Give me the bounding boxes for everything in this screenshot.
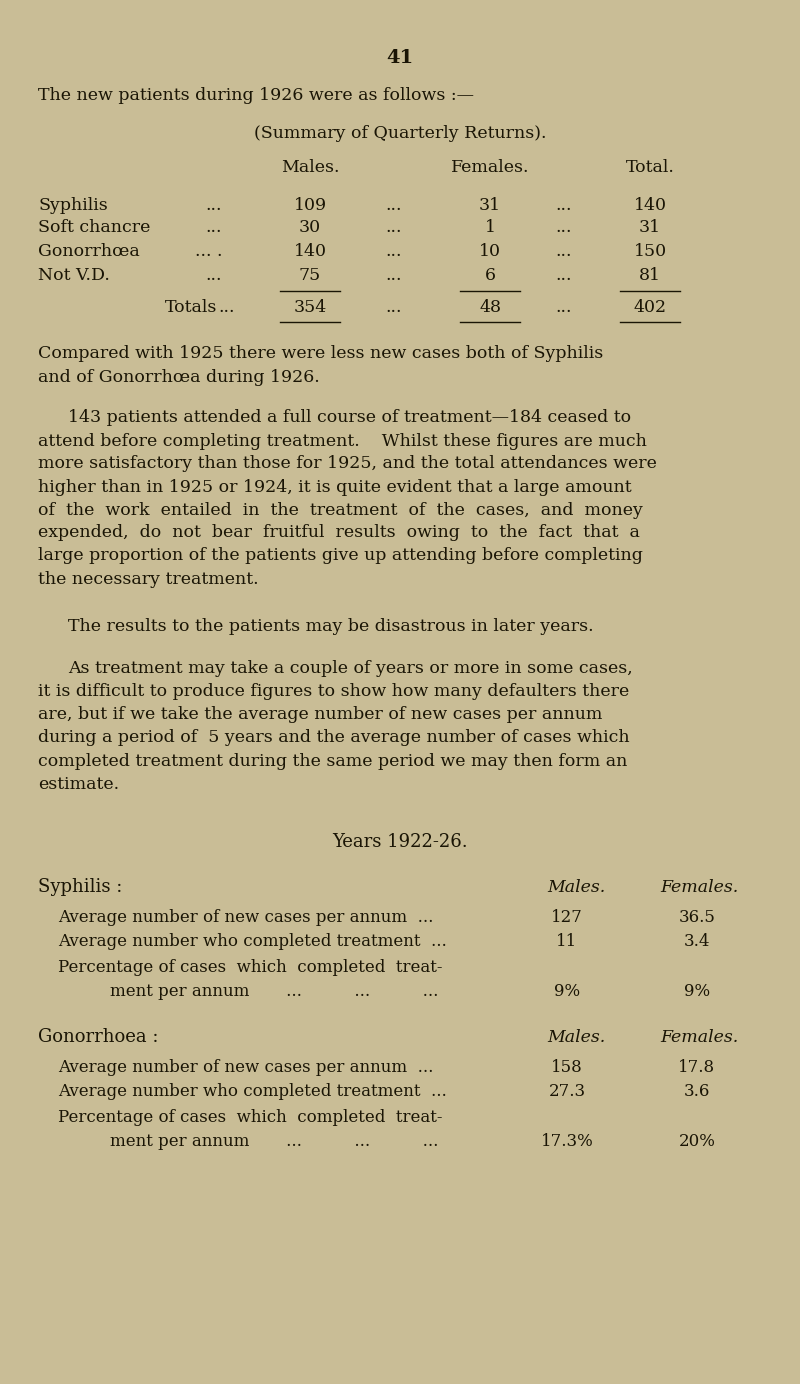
Text: 143 patients attended a full course of treatment—184 ceased to: 143 patients attended a full course of t… [68,410,631,426]
Text: ...: ... [205,197,222,213]
Text: 3.6: 3.6 [684,1084,710,1100]
Text: 17.8: 17.8 [678,1059,715,1075]
Text: 150: 150 [634,244,666,260]
Text: Gonorrhœa: Gonorrhœa [38,244,140,260]
Text: Males.: Males. [547,879,606,895]
Text: ...: ... [555,197,571,213]
Text: Years 1922-26.: Years 1922-26. [332,833,468,851]
Text: Average number of new cases per annum  ...: Average number of new cases per annum ..… [58,1059,434,1075]
Text: 30: 30 [299,220,321,237]
Text: of  the  work  entailed  in  the  treatment  of  the  cases,  and  money: of the work entailed in the treatment of… [38,501,643,519]
Text: ...: ... [385,244,402,260]
Text: ...: ... [555,220,571,237]
Text: Totals: Totals [165,299,218,317]
Text: 3.4: 3.4 [684,933,710,951]
Text: Average number who completed treatment  ...: Average number who completed treatment .… [58,1084,446,1100]
Text: Males.: Males. [547,1028,606,1045]
Text: 31: 31 [479,197,501,213]
Text: 11: 11 [556,933,578,951]
Text: estimate.: estimate. [38,775,119,793]
Text: 27.3: 27.3 [549,1084,586,1100]
Text: Average number of new cases per annum  ...: Average number of new cases per annum ..… [58,908,434,926]
Text: (Summary of Quarterly Returns).: (Summary of Quarterly Returns). [254,125,546,141]
Text: 75: 75 [299,267,321,284]
Text: large proportion of the patients give up attending before completing: large proportion of the patients give up… [38,548,643,565]
Text: 20%: 20% [678,1133,715,1150]
Text: ...: ... [205,267,222,284]
Text: are, but if we take the average number of new cases per annum: are, but if we take the average number o… [38,706,602,724]
Text: ...: ... [385,267,402,284]
Text: The results to the patients may be disastrous in later years.: The results to the patients may be disas… [68,619,594,635]
Text: and of Gonorrhœa during 1926.: and of Gonorrhœa during 1926. [38,368,320,386]
Text: ...: ... [555,267,571,284]
Text: Syphilis :: Syphilis : [38,877,122,895]
Text: ...: ... [555,244,571,260]
Text: ment per annum       ...          ...          ...: ment per annum ... ... ... [110,984,438,1001]
Text: ment per annum       ...          ...          ...: ment per annum ... ... ... [110,1133,438,1150]
Text: the necessary treatment.: the necessary treatment. [38,570,258,587]
Text: expended,  do  not  bear  fruitful  results  owing  to  the  fact  that  a: expended, do not bear fruitful results o… [38,525,640,541]
Text: more satisfactory than those for 1925, and the total attendances were: more satisfactory than those for 1925, a… [38,455,657,472]
Text: Females.: Females. [450,159,530,177]
Text: 1: 1 [485,220,495,237]
Text: 354: 354 [294,299,326,317]
Text: ... .: ... . [195,244,222,260]
Text: 10: 10 [479,244,501,260]
Text: 31: 31 [639,220,661,237]
Text: Gonorrhoea :: Gonorrhoea : [38,1028,158,1046]
Text: Females.: Females. [660,879,738,895]
Text: 9%: 9% [684,984,710,1001]
Text: attend before completing treatment.    Whilst these figures are much: attend before completing treatment. Whil… [38,432,647,450]
Text: Percentage of cases  which  completed  treat-: Percentage of cases which completed trea… [58,1109,442,1125]
Text: Total.: Total. [626,159,674,177]
Text: 17.3%: 17.3% [541,1133,594,1150]
Text: ...: ... [385,299,402,317]
Text: ...: ... [385,220,402,237]
Text: The new patients during 1926 were as follows :—: The new patients during 1926 were as fol… [38,86,474,104]
Text: 109: 109 [294,197,326,213]
Text: 140: 140 [634,197,666,213]
Text: 158: 158 [551,1059,583,1075]
Text: completed treatment during the same period we may then form an: completed treatment during the same peri… [38,753,627,770]
Text: ...: ... [555,299,571,317]
Text: 140: 140 [294,244,326,260]
Text: it is difficult to produce figures to show how many defaulters there: it is difficult to produce figures to sh… [38,684,630,700]
Text: during a period of  5 years and the average number of cases which: during a period of 5 years and the avera… [38,729,630,746]
Text: Females.: Females. [660,1028,738,1045]
Text: Not V.D.: Not V.D. [38,267,110,284]
Text: 48: 48 [479,299,501,317]
Text: 127: 127 [551,908,583,926]
Text: Compared with 1925 there were less new cases both of Syphilis: Compared with 1925 there were less new c… [38,346,603,363]
Text: ...: ... [385,197,402,213]
Text: Soft chancre: Soft chancre [38,220,150,237]
Text: 41: 41 [386,48,414,66]
Text: 402: 402 [634,299,666,317]
Text: 36.5: 36.5 [678,908,715,926]
Text: 6: 6 [485,267,495,284]
Text: higher than in 1925 or 1924, it is quite evident that a large amount: higher than in 1925 or 1924, it is quite… [38,479,632,495]
Text: As treatment may take a couple of years or more in some cases,: As treatment may take a couple of years … [68,660,633,678]
Text: Males.: Males. [281,159,339,177]
Text: ...: ... [205,220,222,237]
Text: 9%: 9% [554,984,580,1001]
Text: Syphilis: Syphilis [38,197,108,213]
Text: 81: 81 [639,267,661,284]
Text: Average number who completed treatment  ...: Average number who completed treatment .… [58,933,446,951]
Text: Percentage of cases  which  completed  treat-: Percentage of cases which completed trea… [58,959,442,976]
Text: ...: ... [218,299,234,317]
